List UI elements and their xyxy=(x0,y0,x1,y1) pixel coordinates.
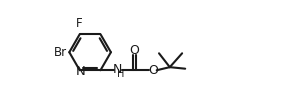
Text: N: N xyxy=(113,63,122,76)
Text: H: H xyxy=(117,69,124,79)
Text: N: N xyxy=(75,64,85,78)
Text: O: O xyxy=(148,64,158,77)
Text: O: O xyxy=(129,44,139,57)
Text: Br: Br xyxy=(54,46,67,59)
Text: F: F xyxy=(75,17,82,30)
